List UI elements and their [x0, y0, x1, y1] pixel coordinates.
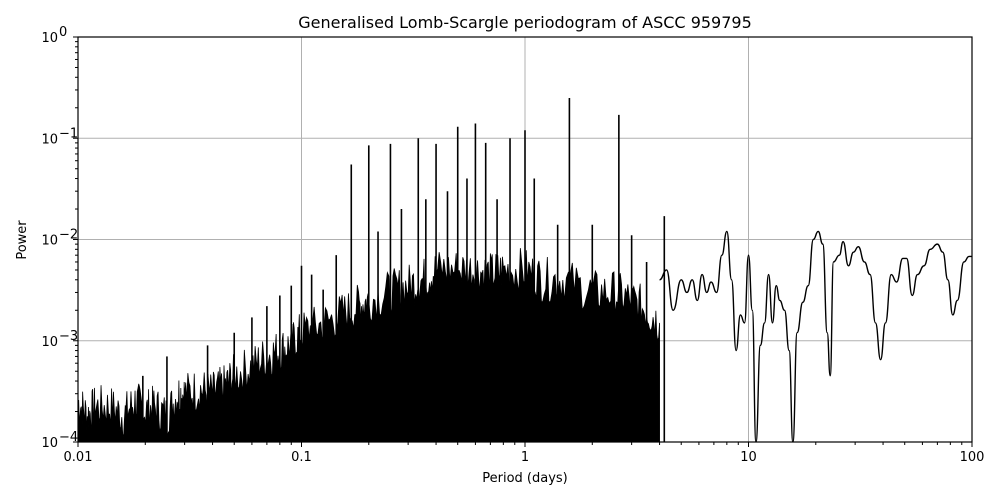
y-tick-exponent: −2 [59, 228, 78, 243]
long-period-curve [659, 230, 972, 442]
x-tick-labels: 0.01 0.1 1 10 100 [64, 450, 985, 465]
y-tick-label: 10 [41, 234, 58, 249]
y-axis-label: Power [15, 220, 30, 260]
y-tick-label: 10 [41, 31, 58, 46]
chart-title: Generalised Lomb-Scargle periodogram of … [298, 13, 752, 32]
y-tick-label: 10 [41, 132, 58, 147]
x-tick-label: 10 [740, 450, 757, 465]
x-axis-label: Period (days) [482, 471, 568, 486]
y-tick-exponent: 0 [59, 25, 67, 40]
y-tick-exponent: −4 [59, 430, 78, 445]
y-tick-label: 10 [41, 436, 58, 451]
x-tick-label: 0.01 [64, 450, 93, 465]
data-series [78, 97, 972, 442]
axis-ticks [73, 36, 973, 447]
y-tick-exponent: −1 [59, 126, 78, 141]
x-tick-label: 100 [960, 450, 985, 465]
y-tick-label: 10 [41, 335, 58, 350]
y-tick-exponent: −3 [59, 329, 78, 344]
x-tick-label: 1 [521, 450, 529, 465]
x-tick-label: 0.1 [291, 450, 312, 465]
